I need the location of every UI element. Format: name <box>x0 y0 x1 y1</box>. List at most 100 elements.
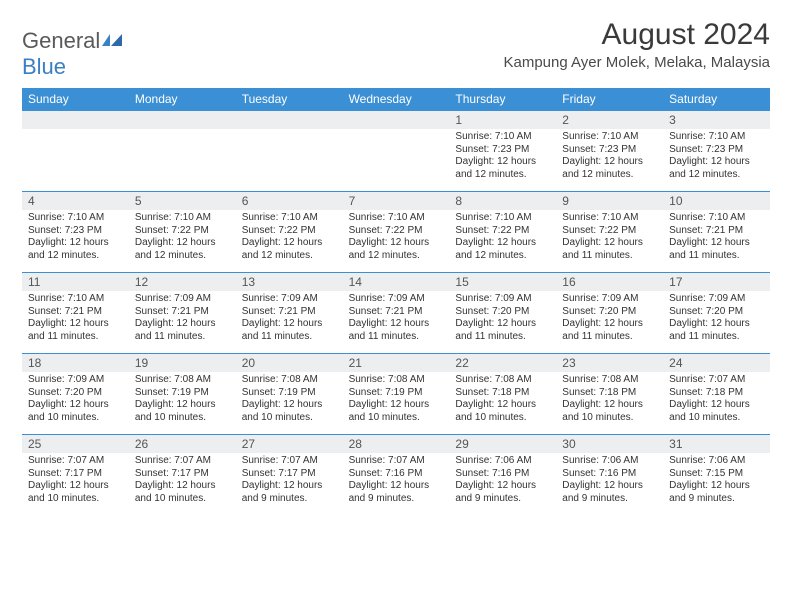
logo-text-2: Blue <box>22 54 66 79</box>
day-info-line: and 9 minutes. <box>349 493 446 506</box>
day-info-line: and 10 minutes. <box>28 412 125 425</box>
day-info-line: Sunrise: 7:08 AM <box>135 374 232 387</box>
day-info-line: Sunset: 7:22 PM <box>242 225 339 238</box>
day-cell: Sunrise: 7:06 AMSunset: 7:15 PMDaylight:… <box>663 453 770 515</box>
day-headers: SundayMondayTuesdayWednesdayThursdayFrid… <box>22 88 770 110</box>
day-info-line: Sunset: 7:17 PM <box>28 468 125 481</box>
day-info-line: Sunset: 7:20 PM <box>669 306 766 319</box>
day-cell: Sunrise: 7:10 AMSunset: 7:22 PMDaylight:… <box>556 210 663 272</box>
day-number: 31 <box>663 435 770 453</box>
day-info-line: Sunset: 7:18 PM <box>562 387 659 400</box>
day-info-line: Sunset: 7:19 PM <box>242 387 339 400</box>
day-cell <box>129 129 236 191</box>
day-number: 15 <box>449 273 556 291</box>
day-info-line: Daylight: 12 hours <box>562 156 659 169</box>
day-info-line: and 12 minutes. <box>242 250 339 263</box>
day-info-line: Sunset: 7:22 PM <box>455 225 552 238</box>
day-info-line: Sunrise: 7:06 AM <box>562 455 659 468</box>
day-number: 27 <box>236 435 343 453</box>
daynum-row: 25262728293031 <box>22 434 770 453</box>
day-cell: Sunrise: 7:09 AMSunset: 7:21 PMDaylight:… <box>236 291 343 353</box>
day-info-line: Sunrise: 7:09 AM <box>242 293 339 306</box>
day-cell: Sunrise: 7:09 AMSunset: 7:20 PMDaylight:… <box>22 372 129 434</box>
day-info-line: Daylight: 12 hours <box>669 480 766 493</box>
day-number: 24 <box>663 354 770 372</box>
day-info-line: Sunrise: 7:07 AM <box>28 455 125 468</box>
day-info-line: Sunrise: 7:09 AM <box>455 293 552 306</box>
day-info-line: Sunset: 7:21 PM <box>28 306 125 319</box>
day-info-line: Sunset: 7:22 PM <box>349 225 446 238</box>
day-info-line: Daylight: 12 hours <box>669 237 766 250</box>
day-number: 7 <box>343 192 450 210</box>
day-info-line: Sunset: 7:16 PM <box>562 468 659 481</box>
day-info-line: and 9 minutes. <box>242 493 339 506</box>
day-cell: Sunrise: 7:10 AMSunset: 7:21 PMDaylight:… <box>663 210 770 272</box>
day-cell: Sunrise: 7:08 AMSunset: 7:19 PMDaylight:… <box>343 372 450 434</box>
day-info-line: Sunset: 7:20 PM <box>455 306 552 319</box>
day-info-line: and 11 minutes. <box>669 250 766 263</box>
day-info-line: Sunrise: 7:10 AM <box>455 212 552 225</box>
day-info-line: and 11 minutes. <box>669 331 766 344</box>
day-header: Saturday <box>663 88 770 110</box>
day-number: 25 <box>22 435 129 453</box>
day-number <box>129 111 236 129</box>
day-info-line: Sunrise: 7:10 AM <box>28 212 125 225</box>
day-cell: Sunrise: 7:10 AMSunset: 7:23 PMDaylight:… <box>663 129 770 191</box>
title-block: August 2024 Kampung Ayer Molek, Melaka, … <box>503 18 770 71</box>
logo-text: GeneralBlue <box>22 28 124 80</box>
day-info-line: Sunrise: 7:09 AM <box>562 293 659 306</box>
day-number: 20 <box>236 354 343 372</box>
day-info-line: and 12 minutes. <box>349 250 446 263</box>
week-row: Sunrise: 7:07 AMSunset: 7:17 PMDaylight:… <box>22 453 770 515</box>
day-info-line: Daylight: 12 hours <box>455 480 552 493</box>
day-info-line: Sunset: 7:21 PM <box>669 225 766 238</box>
day-info-line: Daylight: 12 hours <box>135 237 232 250</box>
day-info-line: and 11 minutes. <box>135 331 232 344</box>
day-info-line: Daylight: 12 hours <box>455 237 552 250</box>
day-info-line: Sunrise: 7:06 AM <box>669 455 766 468</box>
day-number: 26 <box>129 435 236 453</box>
day-info-line: Daylight: 12 hours <box>135 480 232 493</box>
day-cell: Sunrise: 7:07 AMSunset: 7:17 PMDaylight:… <box>22 453 129 515</box>
day-info-line: Sunset: 7:23 PM <box>562 144 659 157</box>
day-info-line: Sunset: 7:19 PM <box>135 387 232 400</box>
day-number: 14 <box>343 273 450 291</box>
day-info-line: Sunrise: 7:10 AM <box>28 293 125 306</box>
day-info-line: Sunrise: 7:09 AM <box>349 293 446 306</box>
day-info-line: Sunset: 7:17 PM <box>242 468 339 481</box>
day-info-line: Sunset: 7:23 PM <box>669 144 766 157</box>
day-info-line: and 12 minutes. <box>28 250 125 263</box>
day-cell <box>22 129 129 191</box>
day-number: 3 <box>663 111 770 129</box>
day-number: 11 <box>22 273 129 291</box>
day-cell: Sunrise: 7:09 AMSunset: 7:20 PMDaylight:… <box>556 291 663 353</box>
day-info-line: Sunset: 7:21 PM <box>242 306 339 319</box>
day-number: 17 <box>663 273 770 291</box>
day-info-line: Sunrise: 7:10 AM <box>562 212 659 225</box>
calendar: SundayMondayTuesdayWednesdayThursdayFrid… <box>22 88 770 515</box>
day-info-line: Daylight: 12 hours <box>28 237 125 250</box>
day-number: 9 <box>556 192 663 210</box>
day-info-line: and 12 minutes. <box>455 169 552 182</box>
day-number: 2 <box>556 111 663 129</box>
day-info-line: Daylight: 12 hours <box>349 318 446 331</box>
day-info-line: Sunrise: 7:10 AM <box>669 131 766 144</box>
day-info-line: Sunrise: 7:09 AM <box>135 293 232 306</box>
day-info-line: Daylight: 12 hours <box>455 156 552 169</box>
day-info-line: Daylight: 12 hours <box>562 318 659 331</box>
day-info-line: and 11 minutes. <box>562 250 659 263</box>
day-info-line: Sunrise: 7:07 AM <box>349 455 446 468</box>
day-info-line: Sunrise: 7:10 AM <box>135 212 232 225</box>
day-info-line: Daylight: 12 hours <box>562 237 659 250</box>
day-info-line: Daylight: 12 hours <box>349 480 446 493</box>
daynum-row: 11121314151617 <box>22 272 770 291</box>
day-info-line: Daylight: 12 hours <box>242 399 339 412</box>
day-info-line: Sunrise: 7:07 AM <box>669 374 766 387</box>
day-info-line: Daylight: 12 hours <box>455 318 552 331</box>
day-info-line: Sunset: 7:18 PM <box>455 387 552 400</box>
day-cell: Sunrise: 7:07 AMSunset: 7:17 PMDaylight:… <box>129 453 236 515</box>
logo-flag-icon <box>102 28 124 54</box>
day-info-line: Sunset: 7:23 PM <box>28 225 125 238</box>
day-cell: Sunrise: 7:10 AMSunset: 7:23 PMDaylight:… <box>449 129 556 191</box>
day-cell: Sunrise: 7:08 AMSunset: 7:18 PMDaylight:… <box>449 372 556 434</box>
